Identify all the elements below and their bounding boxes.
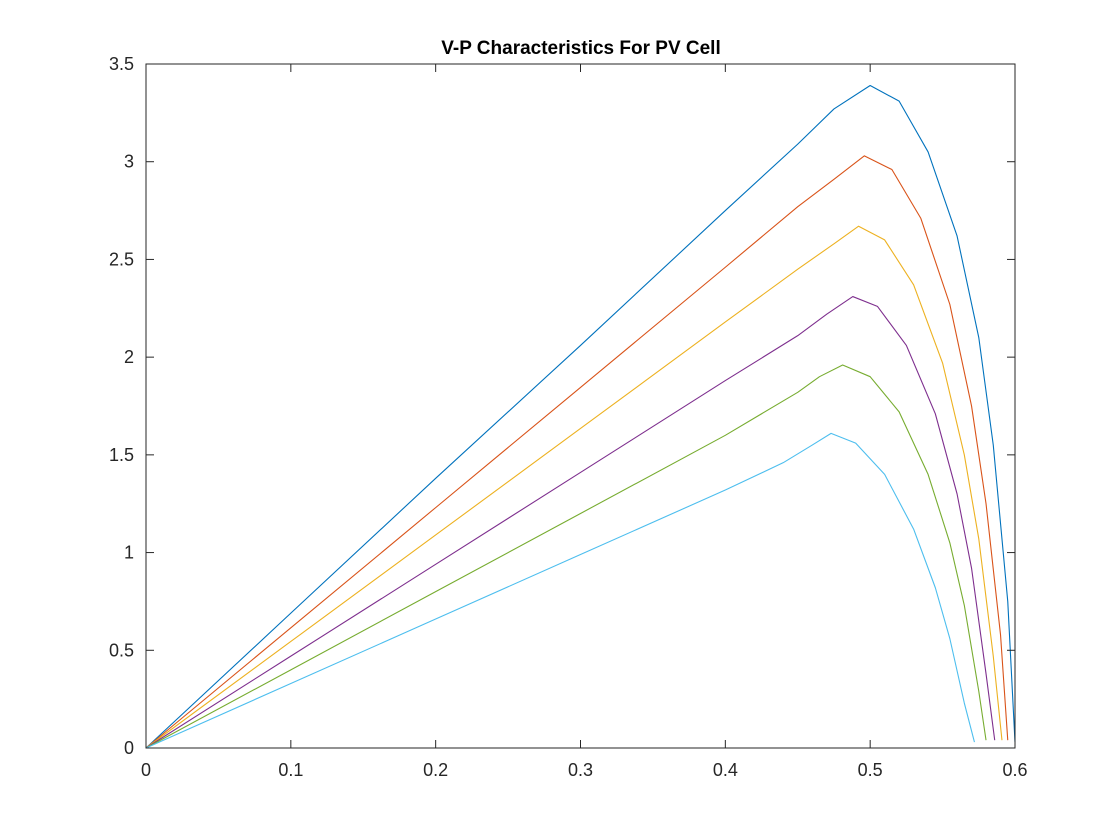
x-tick-label: 0.5 — [858, 760, 883, 780]
series-line-6 — [145, 432, 975, 749]
series-line-1 — [145, 84, 1016, 749]
axes-layer: 0 0.1 0.2 0.3 0.4 0.5 0.6 0 0.5 1 1.5 2 2.5 3 3.5 — [109, 54, 1028, 780]
x-tick-label: 0.6 — [1002, 760, 1027, 780]
y-tick-label: 0.5 — [109, 640, 134, 660]
x-tick-label: 0.2 — [423, 760, 448, 780]
series-layer — [145, 84, 1016, 749]
y-tick-label: 2 — [124, 347, 134, 367]
plot-area — [146, 64, 1015, 748]
x-tick-label: 0.4 — [713, 760, 738, 780]
chart-title: V-P Characteristics For PV Cell — [441, 38, 721, 59]
x-tick-label: 0 — [141, 760, 151, 780]
y-tick-label: 3.5 — [109, 54, 134, 74]
plot-background — [146, 64, 1015, 748]
series-line-4 — [145, 296, 996, 749]
x-tick-label: 0.1 — [278, 760, 303, 780]
series-line-3 — [145, 225, 1003, 749]
y-tick-label: 1 — [124, 543, 134, 563]
series-line-5 — [145, 364, 987, 749]
x-tick-label: 0.3 — [568, 760, 593, 780]
y-tick-label: 2.5 — [109, 249, 134, 269]
y-tick-label: 3 — [124, 152, 134, 172]
y-tick-label: 0 — [124, 738, 134, 758]
series-line-2 — [145, 155, 1009, 749]
y-tick-label: 1.5 — [109, 445, 134, 465]
